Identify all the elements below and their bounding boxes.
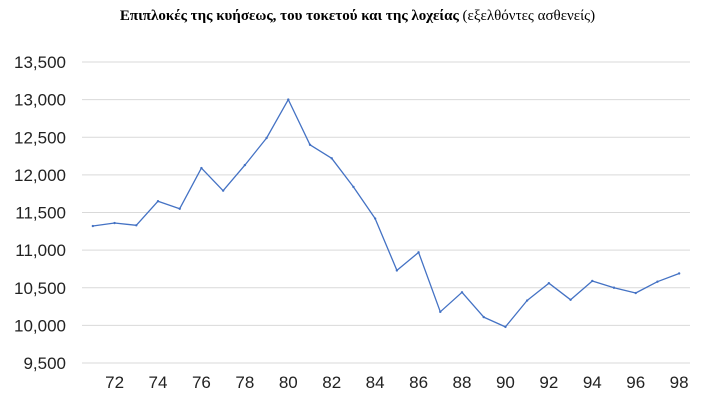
data-point (178, 207, 181, 210)
x-tick-label: 72 (105, 373, 124, 392)
data-point (395, 269, 399, 272)
data-point (612, 286, 616, 289)
data-point (352, 185, 355, 189)
y-tick-label: 11,000 (15, 241, 66, 260)
data-point (417, 251, 420, 254)
data-point (265, 136, 268, 140)
series-layer (91, 98, 681, 329)
chart-title-main: Επιπλοκές της κυήσεως, του τοκετού και τ… (119, 8, 459, 24)
data-point (287, 98, 290, 101)
x-tick-label: 90 (496, 373, 515, 392)
x-tick-label: 84 (366, 373, 385, 392)
chart-subtitle: (εξελθόντες ασθενείς) (462, 8, 596, 24)
data-point (243, 163, 247, 167)
x-tick-label: 76 (192, 373, 211, 392)
data-point (439, 310, 442, 314)
series-line (92, 98, 680, 328)
x-tick-label: 78 (235, 373, 254, 392)
x-tick-label: 92 (539, 373, 558, 392)
data-point (482, 315, 485, 319)
data-point (569, 298, 572, 301)
data-point (547, 282, 551, 285)
data-point (591, 279, 594, 283)
y-tick-label: 13,000 (14, 91, 66, 110)
chart-title: Επιπλοκές της κυήσεως, του τοκετού και τ… (0, 8, 715, 25)
x-tick-label: 88 (453, 373, 472, 392)
data-point (373, 217, 377, 220)
data-point (91, 224, 95, 228)
data-point (113, 221, 116, 225)
data-point (460, 291, 464, 294)
data-point (221, 189, 225, 192)
data-point (200, 166, 203, 170)
x-axis-ticks: 72 74 76 78 80 82 84 86 88 90 92 94 96 98 (105, 373, 688, 392)
x-tick-label: 96 (626, 373, 645, 392)
x-tick-label: 86 (409, 373, 428, 392)
y-tick-label: 9,500 (23, 354, 66, 373)
y-axis-ticks: 9,500 10,000 10,500 11,000 11,500 12,000 12,50… (14, 53, 66, 373)
data-point (656, 280, 659, 283)
y-tick-label: 12,000 (14, 166, 66, 185)
data-point (308, 143, 312, 146)
data-point (330, 157, 333, 160)
x-tick-label: 94 (583, 373, 602, 392)
data-point (677, 272, 681, 275)
x-tick-label: 80 (279, 373, 298, 392)
y-tick-label: 12,500 (14, 128, 66, 147)
y-tick-label: 10,500 (14, 279, 66, 298)
x-tick-label: 82 (322, 373, 341, 392)
y-tick-label: 13,500 (14, 53, 66, 72)
data-point (634, 291, 637, 295)
gridlines (82, 61, 690, 364)
x-tick-label: 98 (670, 373, 689, 392)
data-point (156, 200, 160, 203)
data-point (135, 224, 138, 227)
y-tick-label: 11,500 (15, 204, 66, 223)
y-tick-label: 10,000 (14, 316, 66, 335)
x-tick-label: 74 (149, 373, 168, 392)
data-point (504, 325, 507, 329)
data-point (525, 299, 529, 302)
